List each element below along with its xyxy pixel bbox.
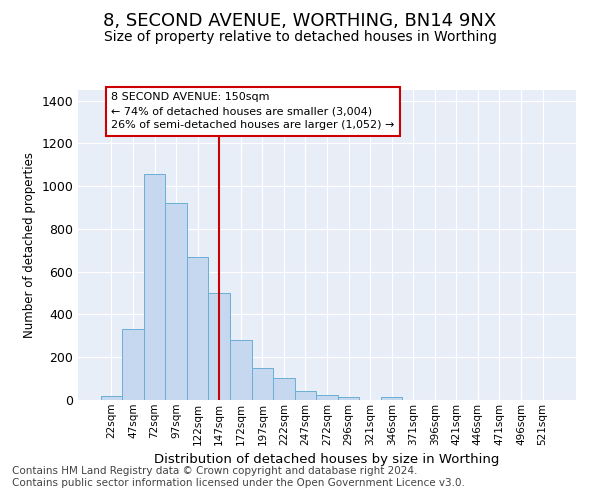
Text: Contains HM Land Registry data © Crown copyright and database right 2024.
Contai: Contains HM Land Registry data © Crown c… — [12, 466, 465, 487]
Text: 8 SECOND AVENUE: 150sqm
← 74% of detached houses are smaller (3,004)
26% of semi: 8 SECOND AVENUE: 150sqm ← 74% of detache… — [112, 92, 395, 130]
Bar — [122, 329, 144, 400]
Bar — [230, 340, 251, 400]
Bar — [166, 204, 187, 400]
Bar — [381, 398, 403, 400]
X-axis label: Distribution of detached houses by size in Worthing: Distribution of detached houses by size … — [154, 453, 500, 466]
Bar — [208, 293, 230, 400]
Bar — [316, 396, 338, 400]
Bar — [101, 396, 122, 400]
Text: 8, SECOND AVENUE, WORTHING, BN14 9NX: 8, SECOND AVENUE, WORTHING, BN14 9NX — [103, 12, 497, 30]
Y-axis label: Number of detached properties: Number of detached properties — [23, 152, 36, 338]
Bar — [295, 392, 316, 400]
Text: Size of property relative to detached houses in Worthing: Size of property relative to detached ho… — [104, 30, 497, 44]
Bar — [251, 368, 273, 400]
Bar — [338, 397, 359, 400]
Bar — [273, 378, 295, 400]
Bar — [144, 174, 166, 400]
Bar — [187, 257, 208, 400]
